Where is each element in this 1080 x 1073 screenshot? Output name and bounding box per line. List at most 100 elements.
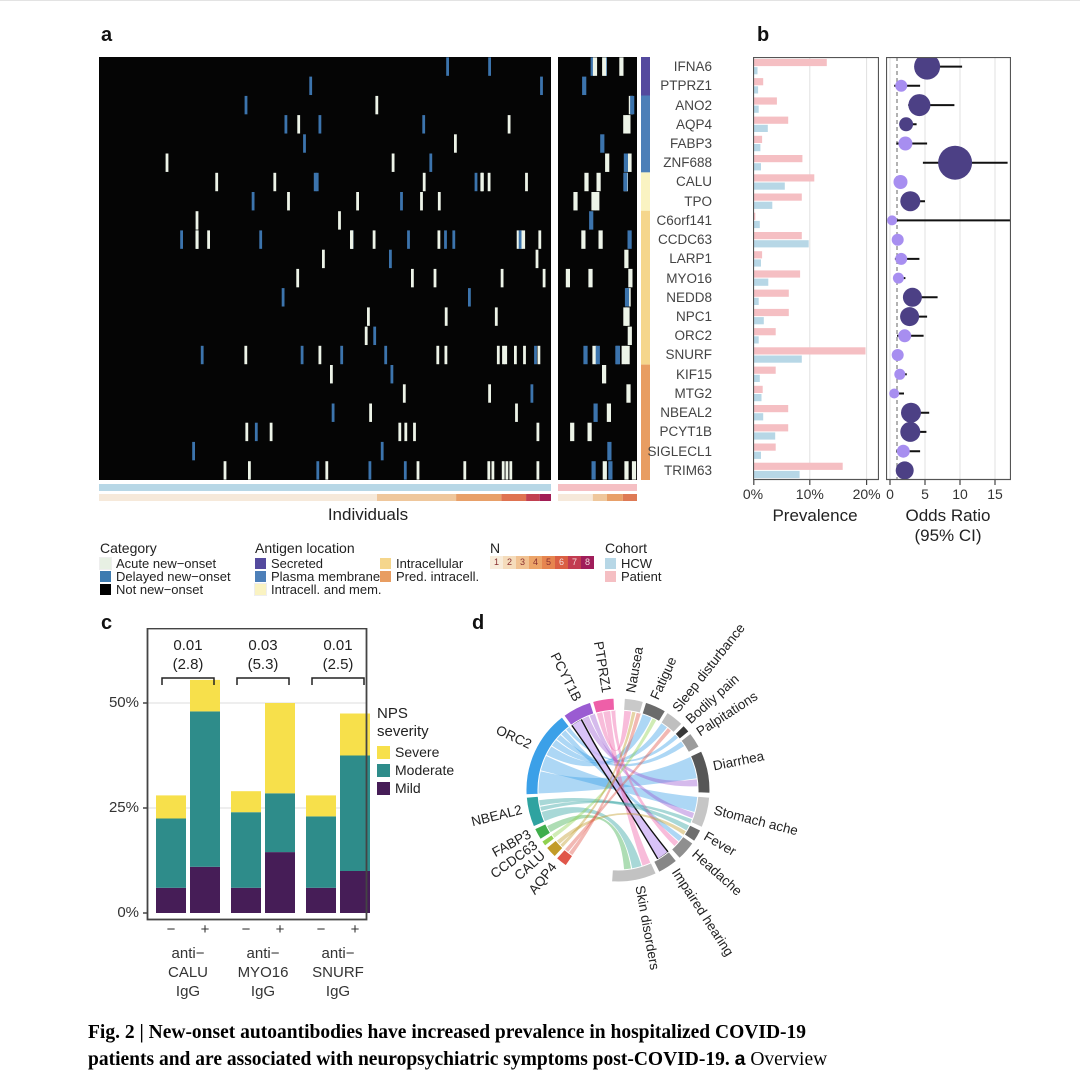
gene-label-ifna6: IFNA6: [673, 59, 712, 74]
heatmap-tick: [244, 95, 248, 115]
heatmap-tick: [487, 461, 491, 480]
swatch: [377, 745, 390, 759]
heatmap-tick: [367, 307, 370, 326]
prevalence-bar-patient-larp1: [753, 251, 763, 259]
nps-group-label-2: anti− SNURF IgG: [312, 945, 364, 1000]
chord-segment-skin-disorders: [611, 862, 657, 883]
heatmap-tick: [192, 441, 195, 461]
panel-c-label: c: [101, 612, 113, 634]
label: Mild: [395, 780, 421, 796]
heatmap-tick: [504, 345, 508, 365]
heatmap-tick: [598, 230, 603, 249]
heatmap-tick: [602, 365, 607, 384]
label: Plasma membrane: [271, 569, 381, 584]
chord-ribbon-nbeal2-fever: [538, 797, 690, 831]
nps-bar-segment-moderate: [265, 793, 295, 853]
heatmap-tick: [538, 230, 542, 249]
heatmap-tick: [364, 326, 368, 346]
prevalence-bar-patient-c6orf141: [753, 212, 756, 220]
chord-ribbon-ptprz1-skin-disorders: [603, 710, 651, 867]
heatmap-tick: [369, 403, 372, 422]
prev-tick-10%: 10%: [795, 486, 824, 502]
label: Pred. intracell.: [396, 569, 480, 584]
heatmap-tick: [487, 172, 491, 192]
nps-bar-segment-severe: [306, 795, 336, 817]
heatmap-tick: [390, 365, 394, 384]
nps-bar-segment-severe: [340, 713, 370, 756]
heatmap-tick: [200, 345, 204, 365]
nps-stacked-bar-chart: 0.01 (2.8) 0.03 (5.3) 0.01 (2.5): [143, 628, 370, 921]
nps-sign: −: [241, 921, 251, 938]
heatmap-tick: [384, 345, 388, 365]
chord-ribbon-ptprz1-nausea: [596, 710, 632, 752]
heatmap-tick: [437, 192, 441, 211]
n-track-segment: [456, 494, 502, 501]
heatmap-tick: [627, 230, 632, 249]
nps-group-label-1: anti− MYO16 IgG: [237, 945, 289, 1000]
antigen-segment-pred-intracell-: [641, 364, 650, 480]
panel-a-label: a: [101, 24, 113, 46]
antigen-location-strip: [641, 57, 650, 480]
or-dot-mtg2: [889, 388, 900, 399]
caption-line2: patients and are associated with neurops…: [88, 1049, 735, 1070]
n-track-segment: [501, 494, 527, 501]
n-track-segment: [622, 494, 637, 501]
heatmap-tick: [537, 345, 541, 365]
heatmap-tick: [602, 57, 607, 76]
antigen-plasma-membrane: Plasma membrane: [255, 569, 380, 584]
odds-ratio-frame: [886, 57, 1011, 481]
heatmap-tick: [318, 115, 322, 134]
heatmap-tick: [625, 345, 630, 365]
heatmap-tick: [592, 57, 598, 76]
prevalence-bar-hcw-tpo: [753, 201, 773, 209]
heatmap-tick: [452, 230, 456, 249]
or-dot-ptprz1: [895, 79, 908, 92]
antigen-secreted: Secreted: [255, 556, 323, 571]
chord-label-nbeal2: NBEAL2: [470, 802, 524, 829]
heatmap-tick: [536, 461, 540, 480]
prevalence-bar-hcw-mtg2: [753, 394, 762, 402]
prevalence-bar-hcw-kif15: [753, 374, 760, 382]
antigen-segment-intracellular: [641, 210, 650, 365]
page-top-hairline: [0, 0, 1080, 1]
or-dot-aqp4: [899, 117, 914, 132]
heatmap-tick: [626, 115, 631, 134]
heatmap-tick: [615, 345, 620, 365]
heatmap-tick: [523, 345, 526, 365]
heatmap-tick: [372, 230, 376, 249]
n-track-segment: [539, 494, 551, 501]
heatmap-tick: [522, 230, 526, 249]
nps-bar-segment-moderate: [340, 755, 370, 871]
or-dot-pcyt1b: [900, 421, 921, 442]
heatmap-tick: [422, 115, 426, 134]
swatch: [380, 558, 391, 569]
nps-bar-segment-mild: [190, 866, 220, 913]
heatmap-tick: [536, 422, 540, 442]
heatmap-tick: [624, 249, 629, 269]
or-dot-larp1: [895, 252, 908, 265]
heatmap-tick: [402, 384, 406, 403]
prevalence-axis-title: Prevalence: [772, 506, 858, 525]
nps-bar-segment-moderate: [231, 812, 261, 888]
gene-label-fabp3: FABP3: [669, 135, 712, 151]
heatmap-tick: [593, 403, 598, 422]
heatmap-tick: [287, 192, 290, 211]
p-value: 0.01: [323, 637, 352, 654]
chord-ribbon-pcyt1b-diarrhea: [582, 715, 698, 787]
nps-legend-title-line1: NPS: [377, 705, 408, 722]
heatmap-tick: [269, 422, 273, 442]
heatmap-tick: [437, 230, 441, 249]
heatmap-tick: [605, 153, 610, 172]
heatmap-tick: [607, 441, 612, 461]
chord-ribbon-orc2-fatigue: [546, 713, 652, 767]
nps-bar-segment-moderate: [190, 711, 220, 867]
n-track-segment: [607, 494, 623, 501]
heatmap-tick: [623, 153, 628, 172]
comparison-bracket: [311, 677, 365, 685]
nps-group-label-0: anti− CALU IgG: [167, 945, 208, 1000]
heatmap-tick: [446, 57, 449, 76]
heatmap-tick: [507, 115, 511, 134]
heatmap-tick: [422, 172, 426, 192]
panel-b-label: b: [757, 24, 770, 46]
prevalence-bar-patient-myo16: [753, 270, 801, 278]
